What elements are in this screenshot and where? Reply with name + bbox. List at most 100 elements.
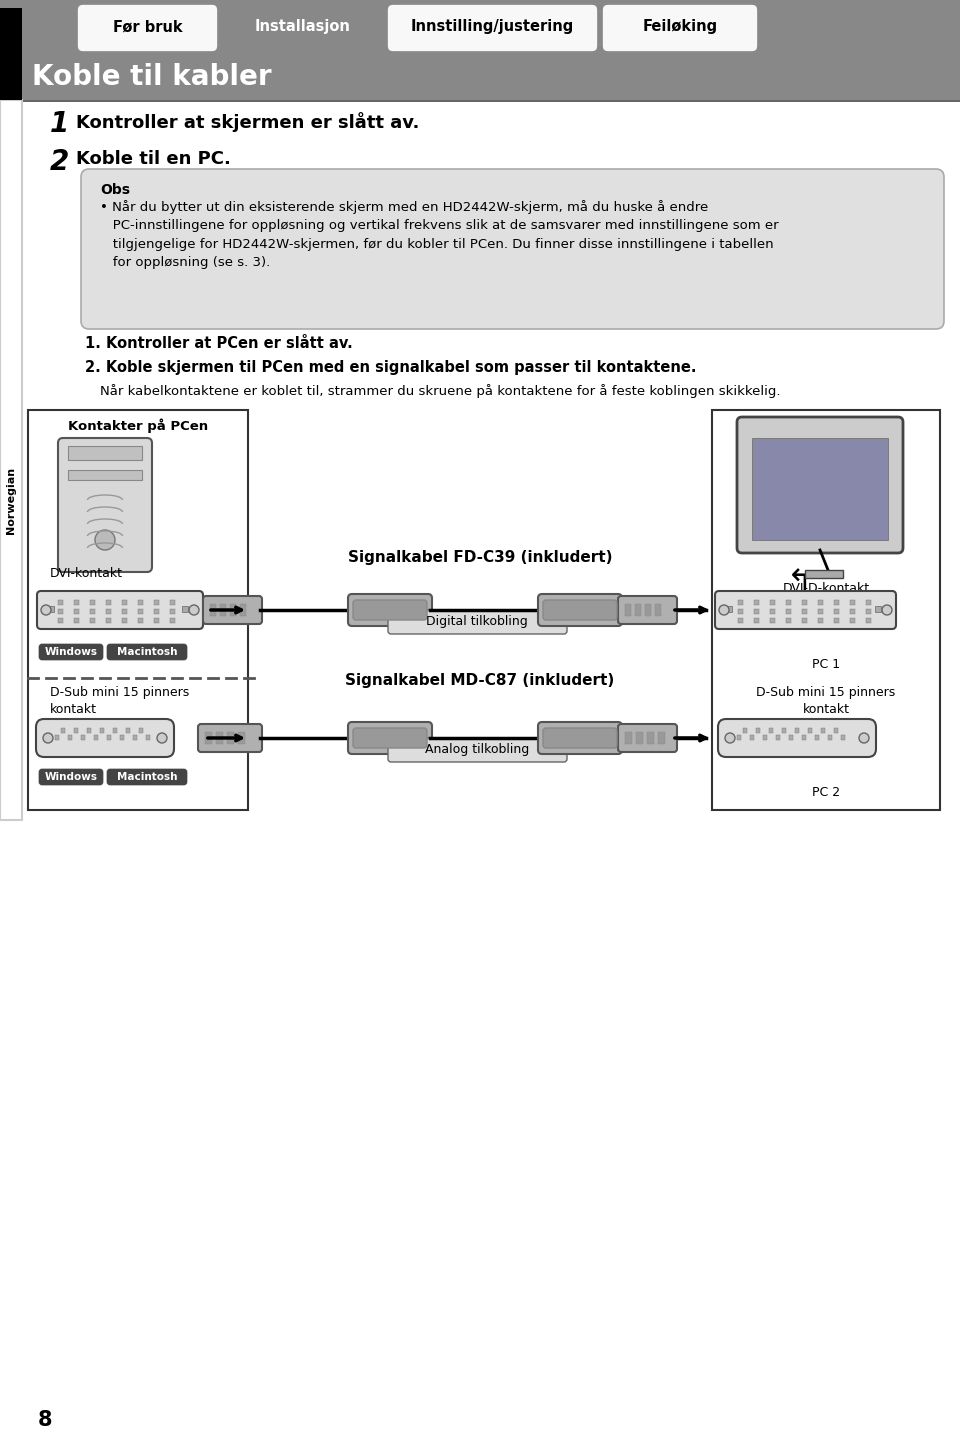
Bar xyxy=(769,728,773,734)
Bar xyxy=(74,609,79,614)
Circle shape xyxy=(41,605,51,615)
Bar xyxy=(154,601,159,605)
Bar xyxy=(815,735,819,739)
Bar xyxy=(776,735,780,739)
Bar xyxy=(210,603,216,616)
Text: Kontakter på
skjermen: Kontakter på skjermen xyxy=(778,418,875,449)
Bar xyxy=(828,735,832,739)
Bar xyxy=(74,618,79,624)
Bar xyxy=(635,603,641,616)
Text: Kontakter på PCen: Kontakter på PCen xyxy=(68,418,208,433)
Circle shape xyxy=(95,530,115,550)
Bar xyxy=(738,609,743,614)
FancyBboxPatch shape xyxy=(39,768,103,786)
Bar xyxy=(789,735,793,739)
FancyBboxPatch shape xyxy=(388,611,567,634)
Bar xyxy=(87,728,91,734)
Bar xyxy=(170,609,175,614)
Circle shape xyxy=(882,605,892,615)
FancyBboxPatch shape xyxy=(39,644,103,660)
Text: Windows: Windows xyxy=(44,647,98,657)
Text: Windows: Windows xyxy=(44,773,98,781)
Bar xyxy=(866,618,871,624)
Bar xyxy=(146,735,150,739)
Bar xyxy=(850,609,855,614)
FancyBboxPatch shape xyxy=(737,417,903,553)
Bar xyxy=(58,601,63,605)
Bar xyxy=(802,601,807,605)
Text: 1. Kontroller at PCen er slått av.: 1. Kontroller at PCen er slått av. xyxy=(85,336,352,352)
Circle shape xyxy=(725,734,735,742)
Text: Digital tilkobling: Digital tilkobling xyxy=(426,615,528,628)
Bar xyxy=(743,728,747,734)
Text: Installasjon: Installasjon xyxy=(254,19,350,35)
FancyBboxPatch shape xyxy=(538,722,622,754)
Bar xyxy=(770,601,775,605)
Text: Norwegian: Norwegian xyxy=(6,466,16,534)
Bar xyxy=(0,0,960,55)
Bar xyxy=(28,410,248,810)
Bar xyxy=(230,603,236,616)
FancyBboxPatch shape xyxy=(77,4,218,52)
Bar xyxy=(756,728,760,734)
FancyBboxPatch shape xyxy=(387,4,598,52)
Bar xyxy=(107,735,111,739)
FancyBboxPatch shape xyxy=(388,738,567,763)
Bar xyxy=(122,601,127,605)
Bar xyxy=(754,601,759,605)
Bar xyxy=(834,601,839,605)
Bar xyxy=(795,728,799,734)
Text: 2. Koble skjermen til PCen med en signalkabel som passer til kontaktene.: 2. Koble skjermen til PCen med en signal… xyxy=(85,360,697,375)
Bar xyxy=(645,603,651,616)
FancyBboxPatch shape xyxy=(348,595,432,627)
Bar xyxy=(81,735,85,739)
FancyBboxPatch shape xyxy=(37,590,203,629)
FancyBboxPatch shape xyxy=(203,596,262,624)
Bar xyxy=(737,735,741,739)
Text: Koble til en PC.: Koble til en PC. xyxy=(76,150,230,168)
Bar xyxy=(58,618,63,624)
Bar xyxy=(655,603,661,616)
Bar xyxy=(834,728,838,734)
Bar xyxy=(138,618,143,624)
FancyBboxPatch shape xyxy=(543,728,617,748)
Bar xyxy=(850,618,855,624)
Bar xyxy=(182,606,188,612)
Text: Macintosh: Macintosh xyxy=(117,647,178,657)
Text: Koble til kabler: Koble til kabler xyxy=(32,64,272,91)
FancyBboxPatch shape xyxy=(718,719,876,757)
Text: Signalkabel MD-C87 (inkludert): Signalkabel MD-C87 (inkludert) xyxy=(346,673,614,687)
Bar xyxy=(754,618,759,624)
FancyBboxPatch shape xyxy=(348,722,432,754)
Text: 2: 2 xyxy=(50,148,69,177)
Text: Innstilling/justering: Innstilling/justering xyxy=(411,19,574,35)
Text: ↰: ↰ xyxy=(787,569,813,598)
Bar xyxy=(786,601,791,605)
Bar xyxy=(818,609,823,614)
Bar xyxy=(106,609,111,614)
Bar xyxy=(0,54,960,100)
Bar xyxy=(712,410,940,810)
Bar xyxy=(738,601,743,605)
FancyBboxPatch shape xyxy=(618,596,677,624)
Bar xyxy=(802,609,807,614)
Text: D-Sub mini 15 pinners
kontakt: D-Sub mini 15 pinners kontakt xyxy=(756,686,896,716)
FancyBboxPatch shape xyxy=(81,169,944,328)
FancyBboxPatch shape xyxy=(353,728,427,748)
Bar xyxy=(738,618,743,624)
Text: DVI-kontakt: DVI-kontakt xyxy=(50,567,123,580)
Bar xyxy=(752,438,888,540)
Bar xyxy=(90,601,95,605)
Bar xyxy=(240,603,246,616)
Bar xyxy=(120,735,124,739)
Bar xyxy=(58,609,63,614)
Bar xyxy=(74,601,79,605)
Bar xyxy=(625,603,631,616)
Bar xyxy=(238,732,245,744)
Bar xyxy=(154,618,159,624)
Bar xyxy=(770,618,775,624)
FancyBboxPatch shape xyxy=(222,4,383,54)
Bar xyxy=(866,609,871,614)
Bar xyxy=(636,732,643,744)
Bar xyxy=(0,9,22,100)
